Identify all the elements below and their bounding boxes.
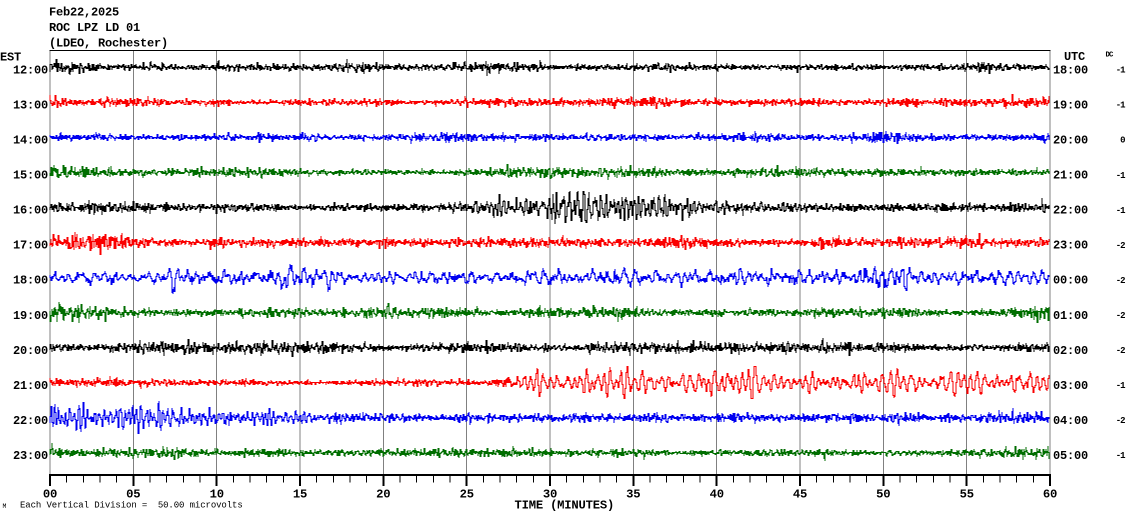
svg-text:15: 15 [293, 488, 307, 502]
svg-text:45: 45 [793, 488, 807, 502]
svg-text:10: 10 [210, 488, 224, 502]
svg-text:0: 0 [1120, 136, 1125, 146]
svg-text:-2: -2 [1116, 346, 1125, 356]
svg-text:35: 35 [626, 488, 640, 502]
svg-text:TIME (MINUTES): TIME (MINUTES) [515, 499, 615, 513]
svg-text:DC: DC [1106, 52, 1115, 60]
svg-text:ROC LPZ LD 01: ROC LPZ LD 01 [49, 21, 140, 35]
svg-text:05: 05 [126, 488, 140, 502]
svg-text:23:00: 23:00 [1053, 239, 1088, 253]
svg-text:-2: -2 [1116, 416, 1125, 426]
svg-text:21:00: 21:00 [13, 379, 48, 393]
svg-text:00: 00 [43, 488, 57, 502]
svg-text:05:00: 05:00 [1053, 449, 1088, 463]
svg-text:Feb22,2025: Feb22,2025 [49, 6, 119, 20]
svg-text:60: 60 [1043, 488, 1057, 502]
svg-text:25: 25 [460, 488, 474, 502]
svg-text:-2: -2 [1116, 241, 1125, 251]
svg-text:04:00: 04:00 [1053, 414, 1088, 428]
svg-text:50: 50 [876, 488, 890, 502]
svg-text:-2: -2 [1116, 276, 1125, 286]
svg-text:20:00: 20:00 [13, 344, 48, 358]
svg-text:19:00: 19:00 [1053, 99, 1088, 113]
svg-text:22:00: 22:00 [1053, 204, 1088, 218]
svg-text:M: M [3, 503, 7, 510]
svg-text:30: 30 [543, 488, 557, 502]
svg-text:-1: -1 [1116, 101, 1126, 111]
svg-text:16:00: 16:00 [13, 204, 48, 218]
svg-text:01:00: 01:00 [1053, 309, 1088, 323]
svg-text:18:00: 18:00 [1053, 63, 1088, 77]
svg-text:EST: EST [0, 51, 21, 65]
svg-text:(LDEO, Rochester): (LDEO, Rochester) [49, 37, 168, 51]
svg-text:23:00: 23:00 [13, 449, 48, 463]
svg-text:14:00: 14:00 [13, 134, 48, 148]
svg-text:-2: -2 [1116, 311, 1125, 321]
svg-text:55: 55 [960, 488, 974, 502]
svg-text:12:00: 12:00 [13, 63, 48, 77]
svg-text:15:00: 15:00 [13, 169, 48, 183]
svg-text:-1: -1 [1116, 451, 1126, 461]
svg-text:-1: -1 [1116, 66, 1126, 76]
svg-text:19:00: 19:00 [13, 309, 48, 323]
svg-text:-1: -1 [1116, 171, 1126, 181]
svg-text:20: 20 [376, 488, 390, 502]
svg-text:-1: -1 [1116, 206, 1126, 216]
svg-text:40: 40 [710, 488, 724, 502]
svg-text:22:00: 22:00 [13, 414, 48, 428]
svg-text:18:00: 18:00 [13, 274, 48, 288]
svg-text:02:00: 02:00 [1053, 344, 1088, 358]
svg-text:UTC: UTC [1064, 50, 1085, 64]
svg-text:21:00: 21:00 [1053, 169, 1088, 183]
svg-text:13:00: 13:00 [13, 99, 48, 113]
svg-text:Each Vertical Division = 50.0: Each Vertical Division = 50.00 microvolt… [20, 501, 243, 511]
svg-text:17:00: 17:00 [13, 239, 48, 253]
svg-text:-1: -1 [1116, 381, 1126, 391]
svg-text:03:00: 03:00 [1053, 379, 1088, 393]
svg-text:20:00: 20:00 [1053, 134, 1088, 148]
svg-text:00:00: 00:00 [1053, 274, 1088, 288]
